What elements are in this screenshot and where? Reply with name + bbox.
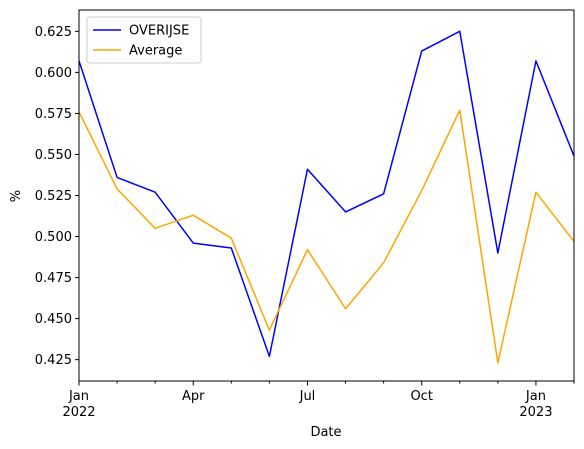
x-axis-label: Date [310,425,341,440]
series-line-average [78,109,575,364]
y-tick-label: 0.550 [35,148,72,163]
x-tick-year-label: 2022 [62,405,95,420]
y-axis-label: % [9,190,24,202]
y-tick-label: 0.475 [35,271,72,286]
x-tick-label: Jul [299,389,316,404]
x-tick-label: Oct [410,389,432,404]
series-layer [78,30,575,364]
x-tick-label: Apr [182,389,205,404]
x-tick-year-label: 2023 [519,405,552,420]
y-tick-label: 0.425 [35,353,72,368]
y-tick-label: 0.525 [35,189,72,204]
x-tick-label: Jan [525,389,546,404]
series-line-overijse [78,30,575,358]
y-tick-label: 0.500 [35,230,72,245]
legend-box [86,16,202,64]
y-tick-label: 0.600 [35,66,72,81]
y-tick-label: 0.450 [35,312,72,327]
plot-area [79,10,574,381]
y-tick-label: 0.575 [35,107,72,122]
legend: OVERIJSE Average [86,16,202,64]
x-tick-label: Jan [68,389,89,404]
y-axis: 0.425 0.450 0.475 0.500 0.525 0.550 0.575 0.600… [35,25,79,368]
legend-label-average: Average [129,44,182,59]
y-tick-label: 0.625 [35,25,72,40]
legend-label-overijse: OVERIJSE [129,24,189,39]
